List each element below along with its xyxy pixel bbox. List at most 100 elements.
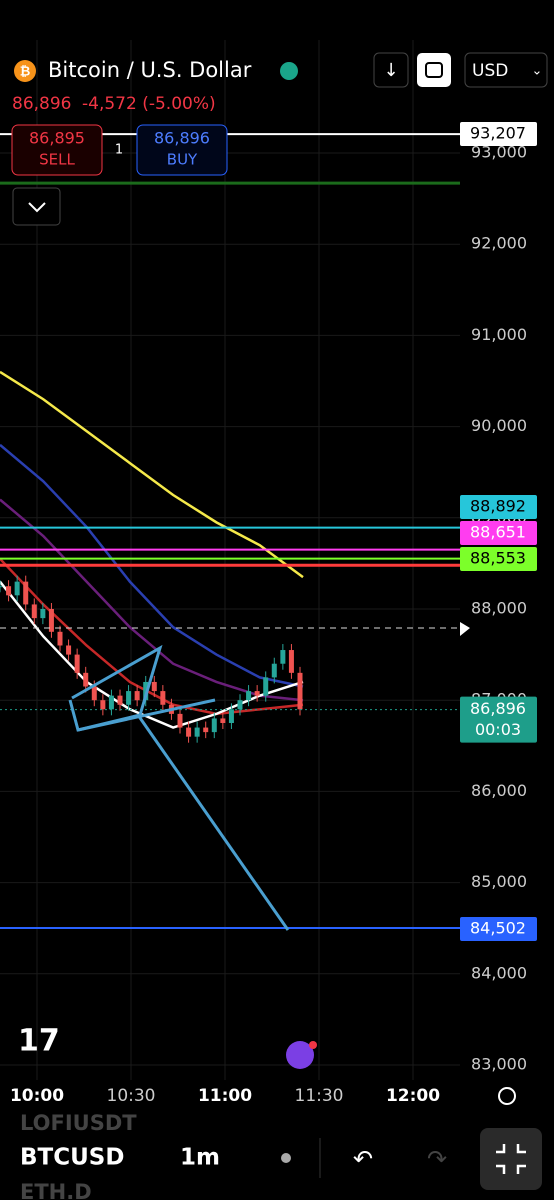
y-tick-label: 86,000 [471, 781, 527, 800]
fullscreen-icon [496, 1144, 526, 1174]
fullscreen-button[interactable] [480, 1128, 542, 1190]
candle [246, 691, 252, 701]
candle [91, 686, 97, 701]
logo: 𝟭𝟳 [18, 1024, 60, 1059]
y-tick-label: 84,000 [471, 963, 527, 982]
candle [134, 691, 140, 701]
candle [194, 727, 200, 737]
symbol[interactable]: BTCUSD [20, 1145, 124, 1171]
candle [297, 672, 303, 710]
trend-lines [68, 644, 290, 931]
compare-icon [425, 62, 443, 78]
expand-button[interactable] [12, 187, 61, 226]
level-label-bg [460, 547, 537, 571]
level-label: 93,207 [470, 124, 526, 143]
candle [151, 681, 157, 692]
candle [117, 695, 123, 705]
candle [228, 709, 234, 723]
level-label-bg [460, 122, 537, 146]
level-label-bg [460, 521, 537, 545]
undo[interactable]: ↶ [353, 1145, 373, 1173]
assistant-badge [309, 1041, 317, 1049]
level-label: 88,651 [470, 523, 526, 542]
status-dot [280, 62, 298, 80]
candle [48, 609, 54, 632]
title: Bitcoin / U.S. Dollar [48, 58, 252, 82]
candle [74, 654, 80, 673]
indicators-icon[interactable] [281, 1153, 291, 1163]
y-tick-label: 85,000 [471, 872, 527, 891]
candle [177, 713, 183, 728]
interval[interactable]: 1m [180, 1145, 220, 1171]
symbol-above[interactable]: LOFIUSDT [20, 1111, 137, 1135]
candle [271, 663, 277, 678]
candle [108, 695, 114, 710]
y-tick-label: 83,000 [471, 1055, 527, 1074]
candle [66, 645, 72, 655]
change: -4,572 (-5.00%) [82, 94, 216, 114]
level-label-bg [460, 495, 537, 519]
candle [40, 609, 46, 619]
redo[interactable]: ↷ [427, 1145, 447, 1173]
x-tick-label: 10:30 [107, 1086, 156, 1106]
crosshair-marker [460, 622, 470, 636]
candle [160, 691, 166, 705]
candle [83, 672, 89, 687]
currency-select[interactable] [464, 52, 548, 88]
candle [23, 581, 29, 605]
moving-average [0, 370, 304, 579]
candle [220, 718, 226, 723]
buy-label: BUY [167, 151, 198, 169]
candle [0, 586, 3, 588]
x-tick-label: 11:00 [198, 1086, 252, 1106]
last-price-label: 86,896 [470, 699, 526, 718]
candle [31, 604, 37, 619]
last-price-bg [460, 696, 537, 743]
candle [263, 677, 269, 696]
y-tick-label: 91,000 [471, 325, 527, 344]
moving-average [0, 580, 304, 729]
level-label: 84,502 [470, 919, 526, 938]
candle [57, 631, 63, 646]
level-label: 88,553 [470, 549, 526, 568]
currency-caret: ⌄ [532, 64, 543, 79]
sell-button[interactable] [11, 124, 103, 176]
moving-average [0, 443, 304, 688]
buy-button[interactable] [136, 124, 228, 176]
coin-glyph: ₿ [20, 65, 31, 80]
download-icon: ↓ [383, 60, 398, 81]
assistant-button[interactable] [286, 1041, 314, 1069]
x-tick-label: 10:00 [10, 1086, 64, 1106]
candle [280, 650, 286, 664]
level-label-bg [460, 917, 537, 941]
y-tick-label: 93,000 [471, 143, 527, 162]
last-price-timer: 00:03 [475, 720, 521, 739]
currency: USD [472, 61, 508, 81]
candle [254, 691, 260, 696]
x-tick-label: 12:00 [386, 1086, 440, 1106]
sell-price: 86,895 [29, 129, 85, 148]
price: 86,896 [12, 94, 71, 114]
candle [237, 700, 243, 710]
candle [203, 727, 209, 733]
candle [6, 586, 12, 596]
sell-label: SELL [39, 151, 75, 169]
moving-average [0, 498, 304, 702]
x-tick-label: 11:30 [295, 1086, 344, 1106]
level-label: 88,892 [470, 497, 526, 516]
symbol-below[interactable]: ETH.D [20, 1180, 92, 1200]
quantity: 1 [115, 143, 123, 158]
candle [14, 581, 20, 596]
compare-button[interactable] [417, 53, 451, 87]
download-button[interactable] [373, 52, 409, 88]
buy-price: 86,896 [154, 129, 210, 148]
candle [288, 650, 294, 673]
settings-icon[interactable] [498, 1087, 516, 1105]
y-tick-label: 90,000 [471, 416, 527, 435]
y-tick-label: 88,000 [471, 599, 527, 618]
candle [126, 691, 132, 705]
y-tick-label: 92,000 [471, 234, 527, 253]
